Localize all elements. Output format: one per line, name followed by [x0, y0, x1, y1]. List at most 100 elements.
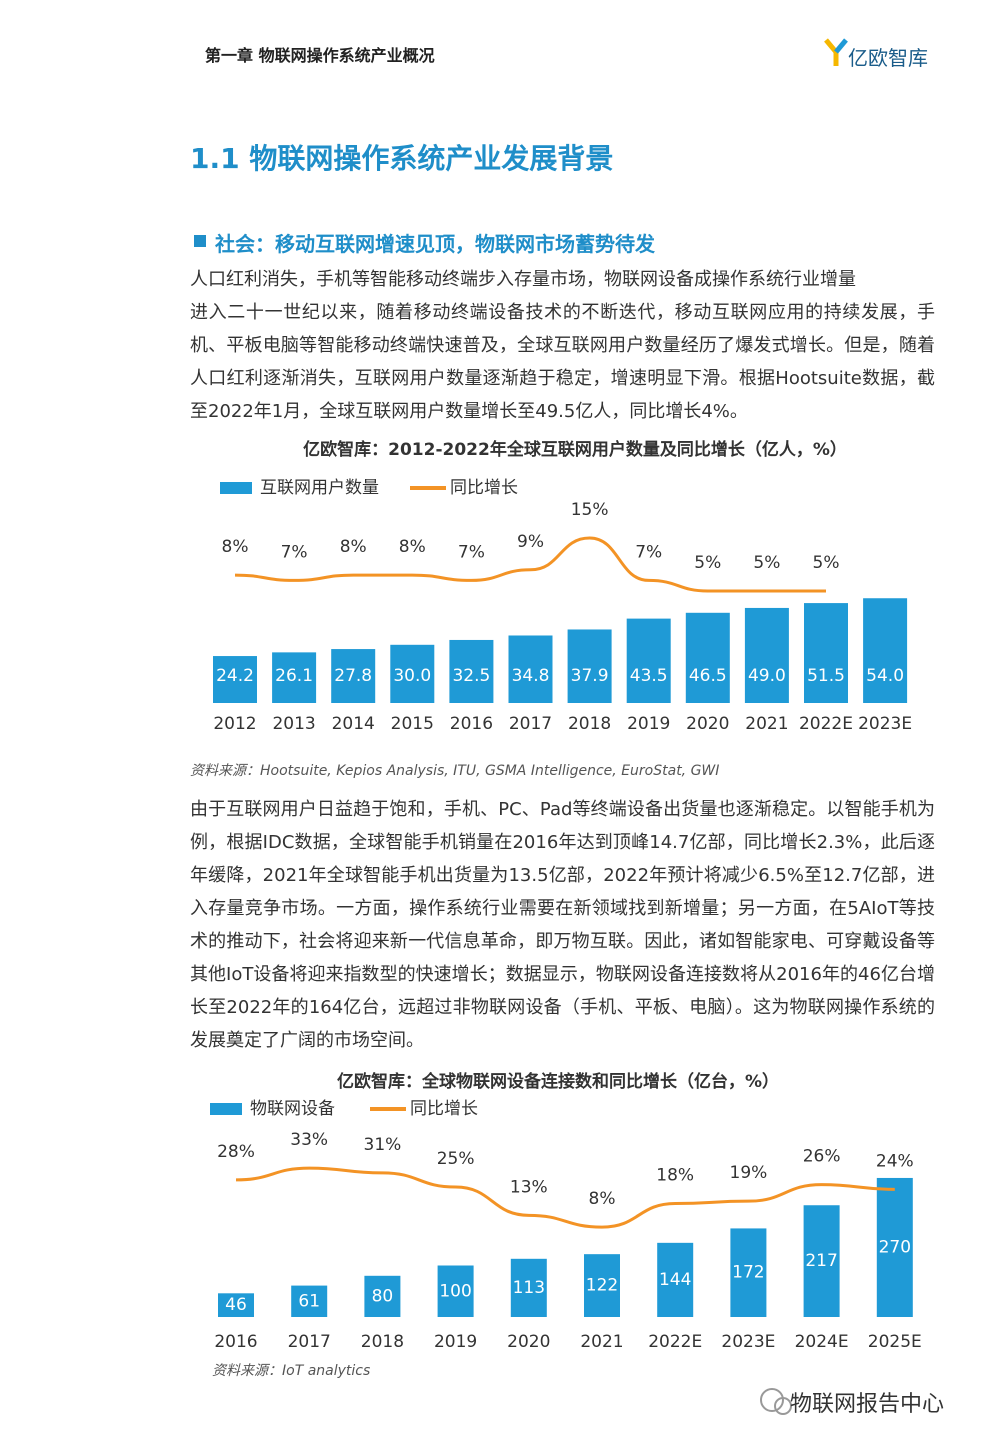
data-label: 270	[879, 1237, 911, 1257]
legend-label: 同比增长	[410, 1099, 478, 1119]
data-label: 32.5	[452, 666, 490, 686]
data-label: 19%	[730, 1163, 768, 1183]
bar	[876, 1177, 913, 1317]
x-tick-label: 2019	[627, 714, 670, 734]
data-label: 24%	[876, 1151, 914, 1171]
data-label: 46.5	[689, 666, 727, 686]
legend-label: 互联网用户数量	[260, 478, 379, 498]
legend-swatch	[220, 482, 252, 494]
x-tick-label: 2018	[568, 714, 611, 734]
data-label: 8%	[399, 537, 426, 557]
data-label: 144	[659, 1270, 691, 1290]
data-label: 172	[732, 1263, 764, 1283]
bar	[685, 612, 730, 703]
wechat-icon	[760, 1388, 784, 1412]
line	[234, 536, 826, 593]
data-label: 51.5	[807, 666, 845, 686]
bar	[218, 1293, 254, 1317]
x-tick-label: 2018	[361, 1332, 404, 1352]
x-tick-label: 2022E	[648, 1332, 702, 1352]
data-label: 25%	[437, 1149, 475, 1169]
data-label: 43.5	[630, 666, 668, 686]
paragraph: 由于互联网用户日益趋于饱和，手机、PC、Pad等终端设备出货量也逐渐稳定。以智能…	[190, 799, 935, 1051]
data-label: 13%	[510, 1177, 548, 1197]
data-label: 7%	[458, 542, 485, 562]
data-label: 122	[586, 1276, 618, 1296]
subsection-title: 社会：移动互联网增速见顶，物联网市场蓄势待发	[215, 232, 655, 256]
bar	[437, 1265, 474, 1317]
data-label: 30.0	[393, 666, 431, 686]
data-label: 80	[372, 1286, 394, 1306]
bar	[331, 649, 376, 703]
bar	[744, 607, 789, 703]
data-label: 8%	[340, 537, 367, 557]
source: 资料来源：Hootsuite, Kepios Analysis, ITU, GS…	[190, 763, 720, 779]
data-label: 61	[298, 1291, 320, 1311]
logo-icon	[824, 38, 839, 66]
logo-text: 亿欧智库	[848, 46, 928, 70]
data-label: 5%	[753, 553, 780, 573]
data-label: 100	[439, 1281, 471, 1301]
x-tick-label: 2013	[272, 714, 315, 734]
bar	[567, 629, 612, 703]
bar	[272, 652, 317, 703]
x-tick-label: 2019	[434, 1332, 477, 1352]
data-label: 33%	[290, 1130, 328, 1150]
data-label: 18%	[656, 1166, 694, 1186]
x-tick-label: 2023E	[721, 1332, 775, 1352]
bar	[730, 1228, 767, 1317]
data-label: 8%	[222, 537, 249, 557]
x-tick-label: 2022E	[799, 714, 853, 734]
lead: 人口红利消失，手机等智能移动终端步入存量市场，物联网设备成操作系统行业增量	[190, 269, 856, 290]
logo-icon	[834, 38, 848, 54]
bar	[510, 1258, 547, 1317]
data-label: 7%	[281, 542, 308, 562]
data-label: 113	[513, 1278, 545, 1298]
chart-title: 亿欧智库：全球物联网设备连接数和同比增长（亿台，%）	[337, 1071, 779, 1092]
data-label: 24.2	[216, 666, 254, 686]
x-tick-label: 2025E	[868, 1332, 922, 1352]
legend-label: 同比增长	[450, 478, 518, 498]
x-tick-label: 2012	[213, 714, 256, 734]
x-tick-label: 2023E	[858, 714, 912, 734]
line	[235, 1166, 895, 1229]
data-label: 54.0	[866, 666, 904, 686]
data-label: 46	[225, 1295, 247, 1315]
wechat-icon	[774, 1397, 792, 1415]
data-label: 217	[805, 1251, 837, 1271]
bar	[390, 644, 435, 703]
x-tick-label: 2020	[507, 1332, 550, 1352]
x-tick-label: 2015	[391, 714, 434, 734]
data-label: 28%	[217, 1142, 255, 1162]
chapter: 第一章 物联网操作系统产业概况	[205, 46, 435, 65]
data-label: 8%	[589, 1189, 616, 1209]
data-label: 5%	[813, 553, 840, 573]
watermark: 物联网报告中心	[790, 1392, 945, 1417]
legend-swatch	[210, 1103, 242, 1115]
data-label: 37.9	[571, 666, 609, 686]
source: 资料来源：IoT analytics	[212, 1363, 371, 1379]
x-tick-label: 2024E	[795, 1332, 849, 1352]
bar	[863, 598, 908, 703]
legend-label: 物联网设备	[250, 1099, 335, 1119]
data-label: 27.8	[334, 666, 372, 686]
paragraph: 进入二十一世纪以来，随着移动终端设备技术的不断迭代，移动互联网应用的持续发展，手…	[190, 302, 935, 422]
x-tick-label: 2021	[745, 714, 788, 734]
data-label: 26.1	[275, 666, 313, 686]
bar	[804, 603, 848, 703]
data-label: 34.8	[512, 666, 550, 686]
x-tick-label: 2020	[686, 714, 729, 734]
data-label: 9%	[517, 532, 544, 552]
bar	[213, 656, 257, 703]
data-label: 5%	[694, 553, 721, 573]
x-tick-label: 2016	[214, 1332, 257, 1352]
data-label: 31%	[364, 1135, 402, 1155]
bar	[291, 1285, 328, 1317]
bar	[364, 1275, 401, 1317]
bar	[584, 1254, 620, 1317]
x-tick-label: 2014	[332, 714, 375, 734]
chart-title: 亿欧智库：2012-2022年全球互联网用户数量及同比增长（亿人，%）	[303, 439, 847, 460]
x-tick-label: 2017	[288, 1332, 331, 1352]
